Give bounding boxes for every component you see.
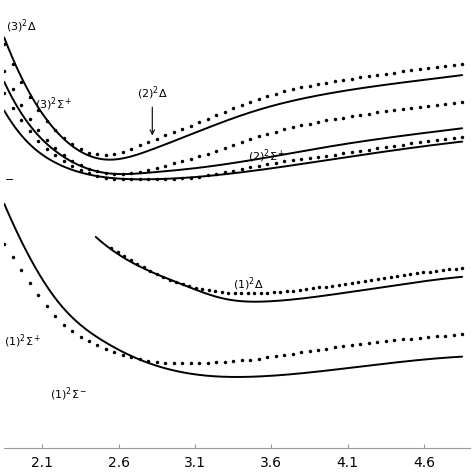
Text: $(2)^2\Delta$: $(2)^2\Delta$ — [137, 84, 168, 134]
Text: $(2)^2\Sigma^+$: $(2)^2\Sigma^+$ — [248, 147, 286, 165]
Text: $(1)^2\Sigma^-$: $(1)^2\Sigma^-$ — [50, 385, 87, 403]
Text: $(3)^2\Delta$: $(3)^2\Delta$ — [6, 18, 36, 35]
Text: $-$: $-$ — [4, 173, 14, 183]
Text: $(1)^2\Delta$: $(1)^2\Delta$ — [233, 276, 264, 293]
Text: $(3)^2\Sigma^+$: $(3)^2\Sigma^+$ — [35, 95, 72, 113]
Text: $(1)^2\Sigma^+$: $(1)^2\Sigma^+$ — [4, 332, 42, 350]
